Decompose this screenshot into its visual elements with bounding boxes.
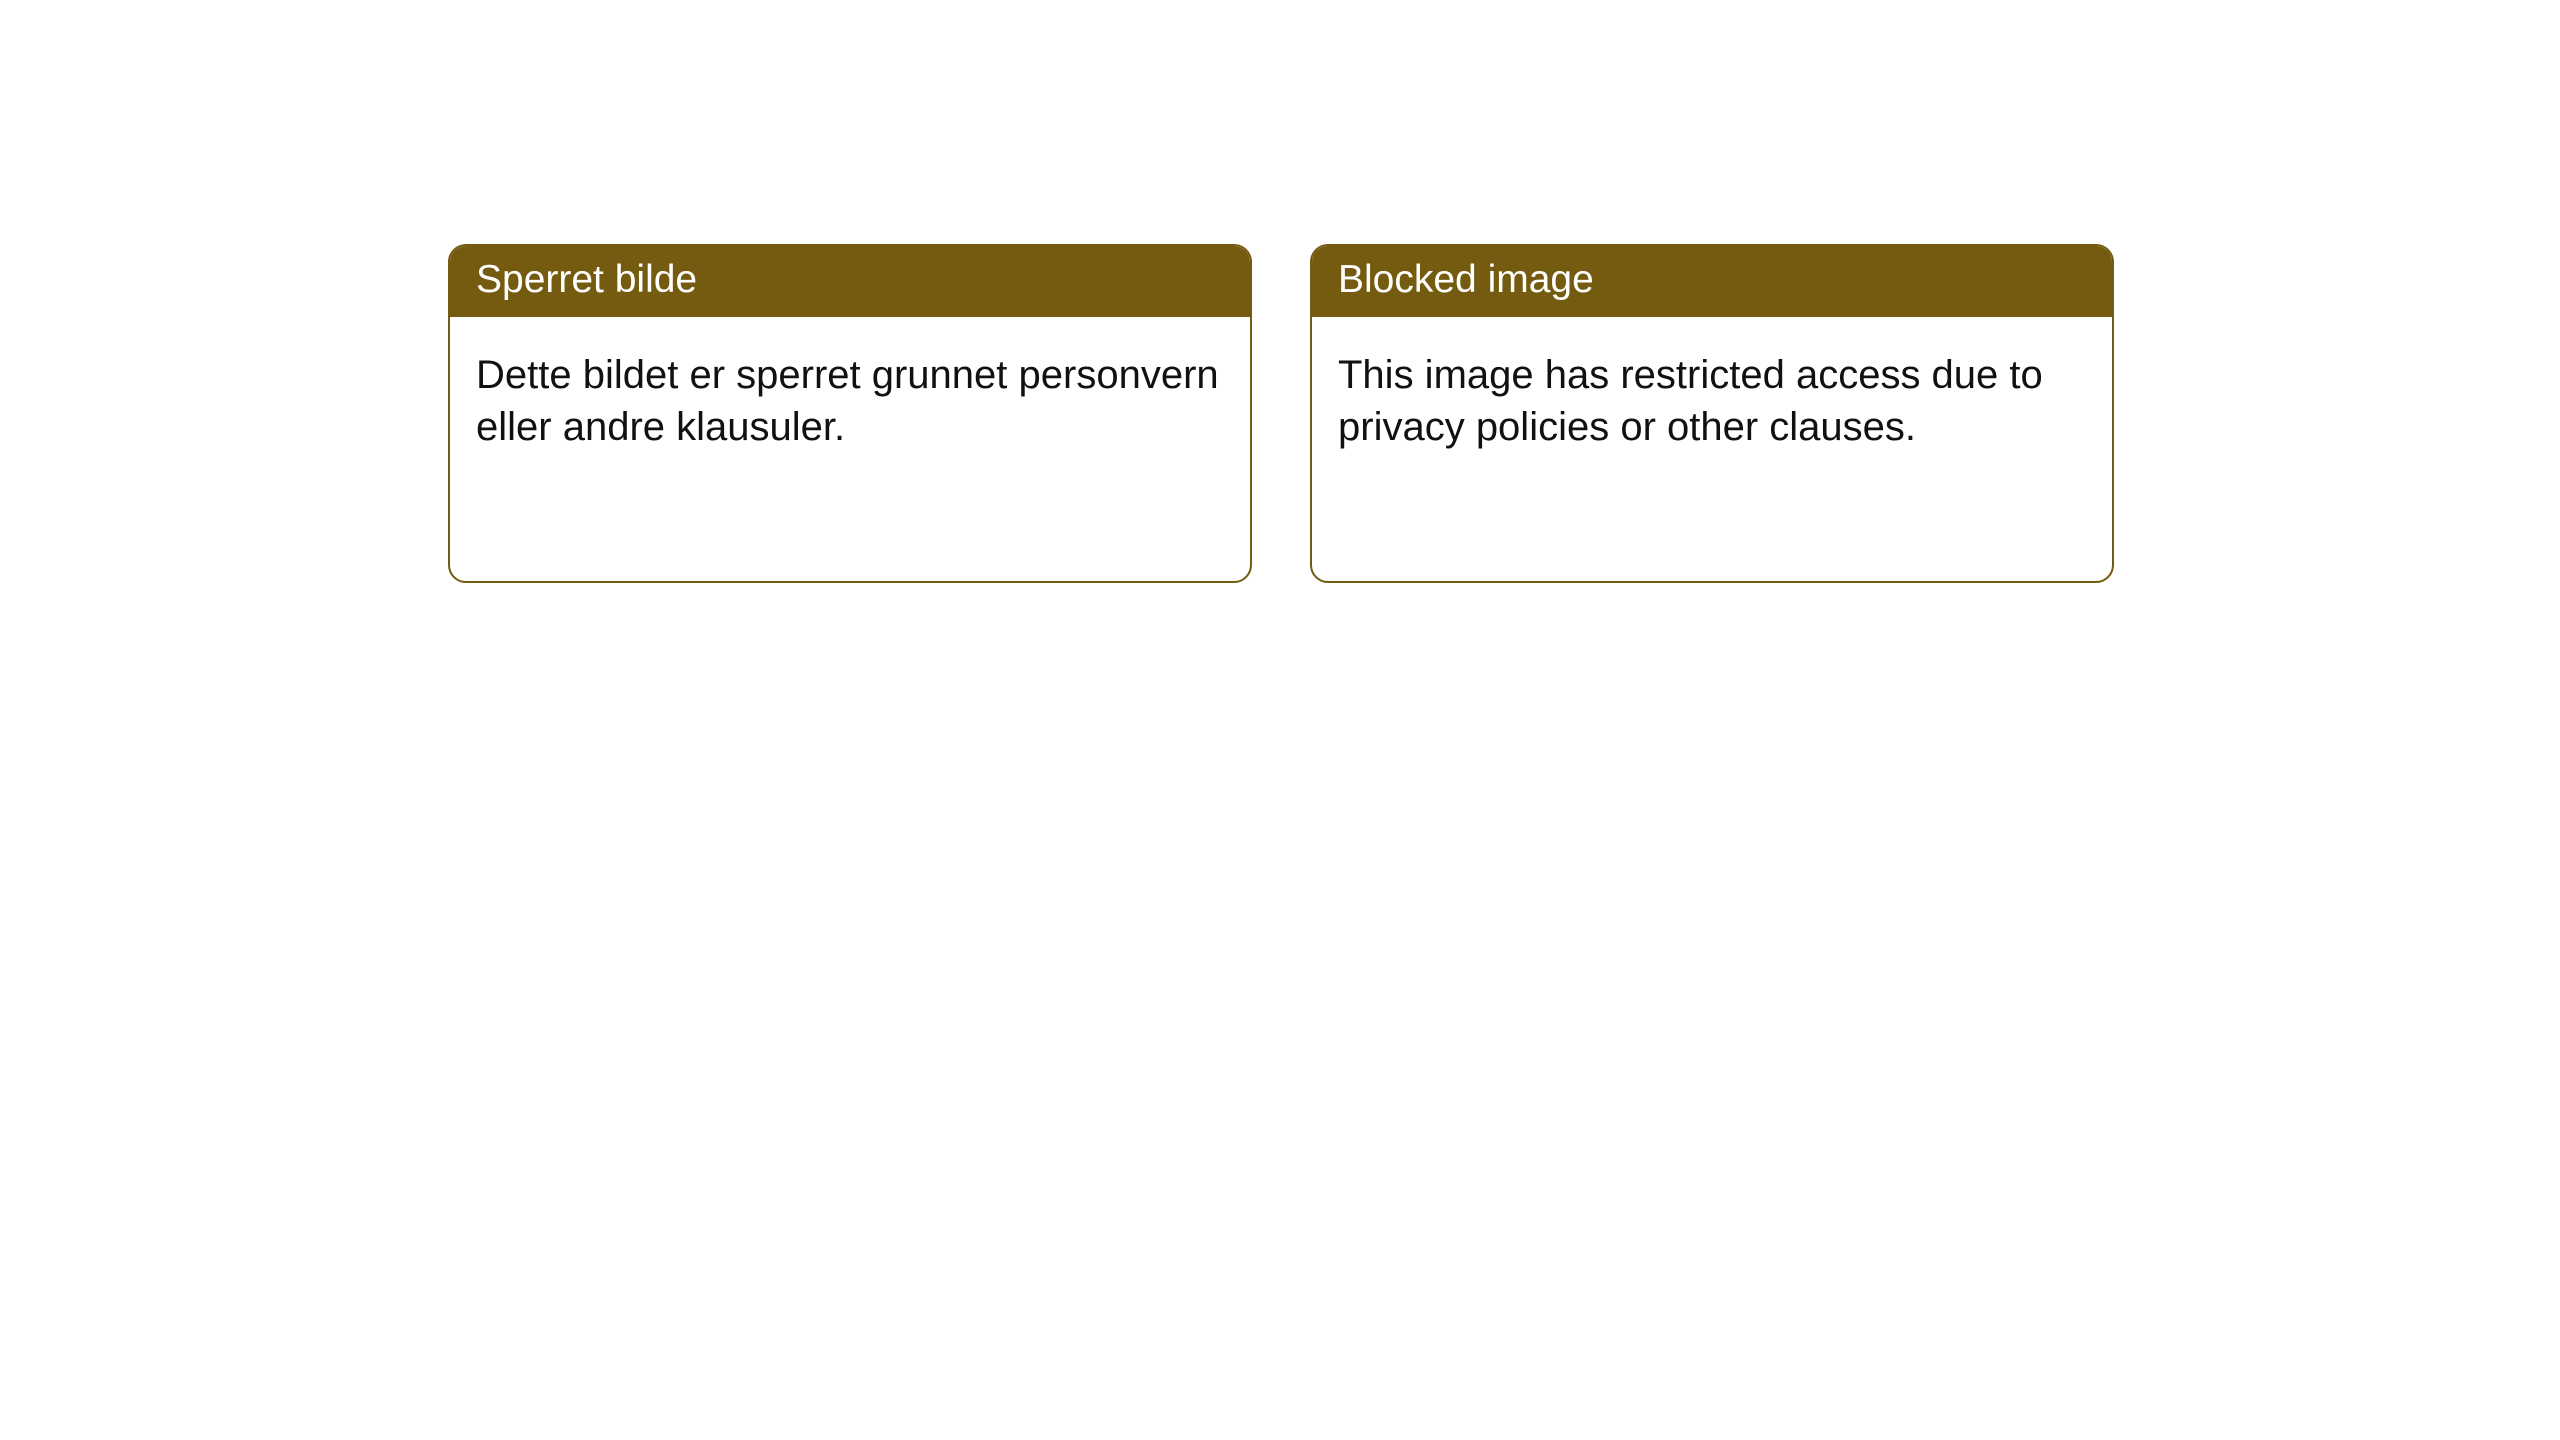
notice-card-title: Blocked image <box>1312 246 2112 317</box>
notice-card-english: Blocked image This image has restricted … <box>1310 244 2114 583</box>
notice-card-body: This image has restricted access due to … <box>1312 317 2112 473</box>
notice-cards-row: Sperret bilde Dette bildet er sperret gr… <box>0 0 2560 583</box>
notice-card-norwegian: Sperret bilde Dette bildet er sperret gr… <box>448 244 1252 583</box>
notice-card-body: Dette bildet er sperret grunnet personve… <box>450 317 1250 473</box>
notice-card-title: Sperret bilde <box>450 246 1250 317</box>
